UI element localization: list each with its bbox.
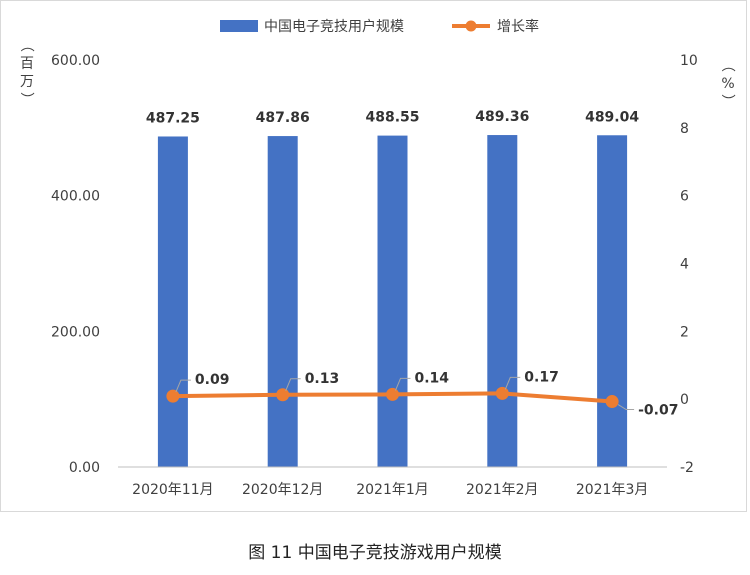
right-axis-tick-label: 6: [680, 189, 689, 205]
bar-data-label: 487.25: [146, 110, 200, 126]
line-data-label: 0.09: [195, 372, 230, 388]
x-axis-tick-label: 2021年2月: [466, 482, 539, 498]
x-axis-tick-label: 2021年1月: [356, 482, 429, 498]
bar-data-label: 487.86: [256, 110, 310, 126]
left-axis-tick-label: 400.00: [51, 189, 100, 205]
legend-label-line: 增长率: [497, 18, 539, 35]
left-axis-tick-label: 0.00: [69, 460, 100, 476]
legend-swatch-marker: [465, 20, 477, 32]
line-data-label: -0.07: [638, 403, 678, 419]
label-leader-line: [504, 376, 521, 390]
bar-data-label: 488.55: [365, 110, 419, 126]
right-axis-title: ）: [719, 94, 735, 108]
left-axis-title: 万: [20, 74, 34, 90]
label-leader-line: [285, 378, 301, 391]
legend-swatch-bar: [220, 20, 258, 32]
line-point: [386, 387, 399, 401]
bar-data-label: 489.36: [475, 109, 529, 125]
bar: [267, 136, 298, 467]
combo-chart: 0.00 200.00 400.00 600.00 -2 0 2 4 6 8 10 （ 百万 ） （% ） 48…: [18, 18, 735, 498]
right-axis-title: （: [719, 58, 735, 72]
x-axis-tick-label: 2021年3月: [576, 482, 649, 498]
bar-data-label: 489.04: [585, 109, 639, 125]
right-axis-tick-label: 10: [680, 53, 698, 69]
line-data-label: 0.14: [415, 370, 450, 386]
bar: [377, 135, 408, 467]
right-axis-tick-label: 4: [680, 257, 689, 273]
bar: [157, 136, 188, 467]
line-point: [495, 386, 509, 400]
x-axis-tick-label: 2020年12月: [242, 482, 323, 498]
line-point: [276, 388, 290, 402]
figure-caption: 图 11 中国电子竞技游戏用户规模: [248, 543, 502, 563]
right-axis-tick-label: -2: [680, 460, 694, 476]
right-axis-tick-label: 0: [680, 392, 689, 408]
right-axis-tick-label: 2: [680, 324, 689, 340]
label-leader-line: [395, 377, 411, 391]
left-axis-tick-label: 200.00: [51, 324, 100, 340]
line-point: [605, 395, 619, 409]
bar: [487, 135, 518, 468]
left-axis-title: （: [18, 38, 34, 52]
legend-label-bar: 中国电子竞技用户规模: [264, 18, 404, 35]
line-data-label: 0.13: [305, 371, 340, 387]
bar: [597, 135, 628, 467]
x-axis-tick-label: 2020年11月: [132, 482, 213, 498]
line-data-label: 0.17: [524, 369, 559, 385]
left-axis-title: ）: [18, 92, 34, 106]
right-axis-title: %: [721, 76, 734, 92]
left-axis-tick-label: 600.00: [51, 53, 100, 69]
left-axis-title: 百: [20, 56, 34, 72]
label-leader-line: [175, 379, 191, 393]
line-point: [166, 389, 180, 403]
label-leader-line: [617, 404, 635, 411]
right-axis-tick-label: 8: [680, 121, 689, 137]
